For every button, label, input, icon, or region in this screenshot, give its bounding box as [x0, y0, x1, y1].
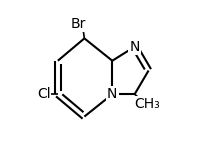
Text: CH₃: CH₃	[134, 97, 160, 111]
Text: Cl: Cl	[37, 87, 51, 101]
Text: N: N	[129, 40, 140, 54]
Text: Br: Br	[71, 17, 87, 31]
Text: N: N	[107, 87, 117, 101]
